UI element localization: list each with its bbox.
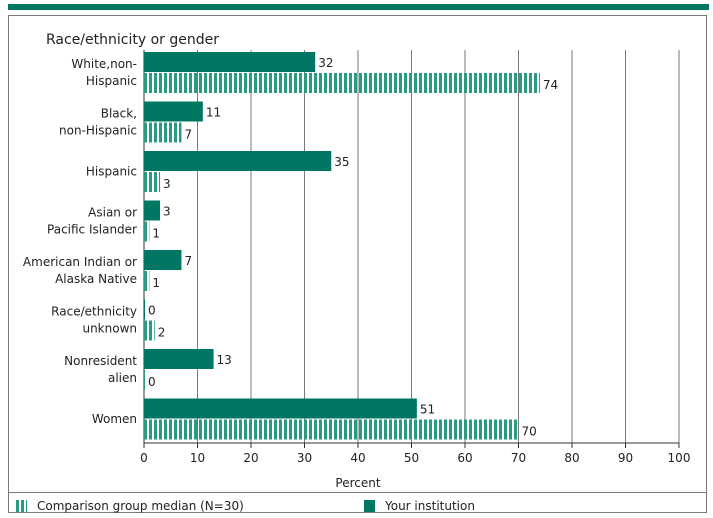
category-label: Race/ethnicity bbox=[51, 305, 137, 319]
x-tick-label: 40 bbox=[350, 451, 365, 465]
category-label: Hispanic bbox=[86, 165, 137, 179]
category-label: White,non- bbox=[71, 57, 137, 71]
institution-bar bbox=[144, 398, 417, 419]
category-label: unknown bbox=[82, 322, 137, 336]
top-accent-bar bbox=[8, 4, 709, 10]
comparison-bar bbox=[144, 122, 182, 143]
category-label: Asian or bbox=[88, 206, 137, 220]
category-label: American Indian or bbox=[23, 255, 137, 269]
x-tick-label: 20 bbox=[243, 451, 258, 465]
category-label: non-Hispanic bbox=[59, 124, 137, 138]
institution-bar bbox=[144, 250, 182, 270]
comparison-value-label: 0 bbox=[148, 375, 156, 389]
gridlines bbox=[143, 50, 680, 448]
comparison-value-label: 70 bbox=[522, 425, 537, 439]
category-label: Pacific Islander bbox=[47, 223, 137, 237]
x-tick-label: 80 bbox=[564, 451, 579, 465]
x-tick-label: 0 bbox=[140, 451, 148, 465]
category-label: Alaska Native bbox=[55, 272, 137, 286]
legend-striped-swatch bbox=[16, 500, 27, 512]
x-axis-title: Percent bbox=[335, 476, 380, 490]
legend-institution: Your institution bbox=[364, 498, 475, 514]
comparison-bar bbox=[144, 320, 155, 341]
category-label: alien bbox=[108, 371, 137, 385]
x-tick-label: 10 bbox=[190, 451, 205, 465]
institution-value-label: 51 bbox=[420, 403, 435, 417]
comparison-bar bbox=[144, 73, 540, 93]
institution-value-label: 13 bbox=[217, 353, 232, 367]
x-tick-label: 90 bbox=[618, 451, 633, 465]
chart-title: Race/ethnicity or gender bbox=[46, 32, 219, 48]
category-label: Women bbox=[92, 412, 137, 426]
x-tick-label: 70 bbox=[511, 451, 526, 465]
institution-value-label: 3 bbox=[163, 205, 171, 219]
institution-value-label: 11 bbox=[206, 106, 221, 120]
labels: 0 10 20 30 40 50 60 70 80 90 100White,non-Hispanic… bbox=[23, 56, 691, 465]
category-label: Hispanic bbox=[86, 74, 137, 88]
legend-comparison: Comparison group median (N=30) bbox=[16, 498, 244, 514]
institution-value-label: 7 bbox=[184, 254, 192, 268]
bars bbox=[144, 52, 540, 440]
comparison-value-label: 7 bbox=[184, 128, 192, 142]
institution-value-label: 0 bbox=[148, 304, 156, 318]
comparison-value-label: 74 bbox=[543, 78, 558, 92]
institution-value-label: 32 bbox=[318, 56, 333, 70]
institution-bar bbox=[144, 151, 332, 171]
institution-bar bbox=[144, 299, 145, 320]
institution-bar bbox=[144, 52, 316, 72]
comparison-bar bbox=[144, 370, 145, 390]
comparison-value-label: 1 bbox=[152, 276, 160, 290]
comparison-value-label: 1 bbox=[152, 227, 160, 241]
x-tick-label: 30 bbox=[297, 451, 312, 465]
comparison-bar bbox=[144, 172, 161, 192]
comparison-bar bbox=[144, 221, 150, 242]
institution-bar bbox=[144, 101, 203, 122]
category-label: Black, bbox=[101, 107, 137, 121]
comparison-value-label: 2 bbox=[158, 326, 166, 340]
institution-value-label: 35 bbox=[334, 155, 349, 169]
x-tick-label: 50 bbox=[404, 451, 419, 465]
institution-bar bbox=[144, 349, 214, 369]
x-tick-label: 100 bbox=[668, 451, 691, 465]
comparison-bar bbox=[144, 271, 150, 291]
category-label: Nonresident bbox=[64, 354, 137, 368]
legend-comparison-label: Comparison group median (N=30) bbox=[37, 499, 244, 513]
legend-solid-swatch bbox=[364, 500, 375, 512]
legend-institution-label: Your institution bbox=[385, 499, 475, 513]
comparison-value-label: 3 bbox=[163, 177, 171, 191]
comparison-bar bbox=[144, 419, 519, 440]
legend-separator bbox=[8, 492, 707, 493]
x-tick-label: 60 bbox=[457, 451, 472, 465]
institution-bar bbox=[144, 200, 161, 221]
